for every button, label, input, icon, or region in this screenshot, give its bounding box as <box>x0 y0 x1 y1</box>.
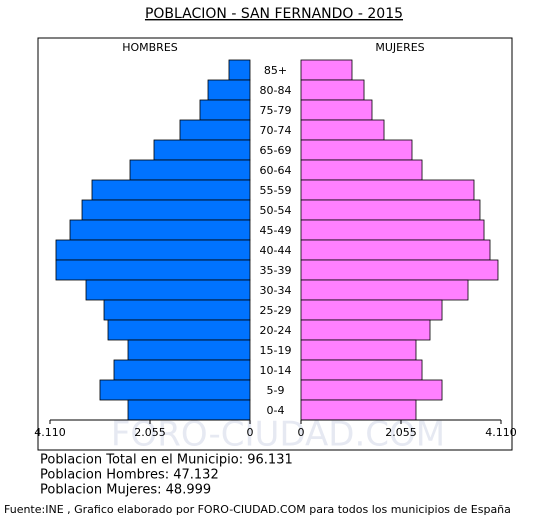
chart-title: POBLACION - SAN FERNANDO - 2015 <box>145 6 403 22</box>
source: Fuente:INE , Grafico elaborado por FORO-… <box>4 503 511 516</box>
bar <box>81 199 251 221</box>
age-label: 55-59 <box>260 184 292 197</box>
age-label: 20-24 <box>260 324 292 337</box>
bar <box>300 199 481 221</box>
age-label: 35-39 <box>260 264 292 277</box>
age-label: 85+ <box>264 64 287 77</box>
bar <box>300 99 373 121</box>
age-label: 5-9 <box>267 384 285 397</box>
bar <box>179 119 251 141</box>
age-label: 30-34 <box>260 284 292 297</box>
age-label: 80-84 <box>260 84 292 97</box>
bar <box>199 99 251 121</box>
x-tick-label: 0 <box>298 426 305 439</box>
bar <box>129 159 251 181</box>
x-tick-label: 2.055 <box>385 426 417 439</box>
bar <box>300 119 385 141</box>
bar <box>300 399 417 421</box>
bar <box>228 59 251 81</box>
panel-label: MUJERES <box>375 41 424 54</box>
summary-line: Poblacion Mujeres: 48.999 <box>40 483 211 498</box>
x-tick-label: 0 <box>247 426 254 439</box>
bar <box>207 79 251 101</box>
bar <box>85 279 251 301</box>
bar <box>300 239 491 261</box>
x-tick-label: 4.110 <box>485 426 517 439</box>
bar <box>300 139 413 161</box>
bar <box>113 359 251 381</box>
age-label: 50-54 <box>260 204 292 217</box>
bar <box>300 279 469 301</box>
panel-label: HOMBRES <box>122 41 178 54</box>
bar <box>91 179 251 201</box>
bar <box>300 219 485 241</box>
bar <box>300 299 443 321</box>
bar <box>55 239 251 261</box>
summary-line: Poblacion Total en el Municipio: 96.131 <box>40 453 293 468</box>
age-label: 25-29 <box>260 304 292 317</box>
summary-line: Poblacion Hombres: 47.132 <box>40 468 219 483</box>
bar <box>55 259 251 281</box>
bar <box>300 359 423 381</box>
bar <box>300 379 443 401</box>
bar <box>300 79 365 101</box>
bar <box>300 159 423 181</box>
age-label: 0-4 <box>267 404 285 417</box>
bar <box>99 379 251 401</box>
bar <box>127 399 251 421</box>
age-label: 65-69 <box>260 144 292 157</box>
bar <box>103 299 251 321</box>
bar <box>300 319 431 341</box>
frame <box>37 37 513 451</box>
x-tick-label: 2.055 <box>134 426 166 439</box>
x-tick-label: 4.110 <box>34 426 66 439</box>
bar <box>107 319 251 341</box>
watermark: FORO-CIUDAD.COM <box>111 415 445 455</box>
age-label: 15-19 <box>260 344 292 357</box>
bar <box>300 59 353 81</box>
bar <box>300 179 475 201</box>
age-label: 60-64 <box>260 164 292 177</box>
bar <box>127 339 251 361</box>
age-label: 45-49 <box>260 224 292 237</box>
age-label: 10-14 <box>260 364 292 377</box>
age-label: 40-44 <box>260 244 292 257</box>
age-label: 70-74 <box>260 124 292 137</box>
bar <box>69 219 251 241</box>
bar <box>300 339 417 361</box>
bar <box>153 139 251 161</box>
bar <box>300 259 499 281</box>
age-label: 75-79 <box>260 104 292 117</box>
